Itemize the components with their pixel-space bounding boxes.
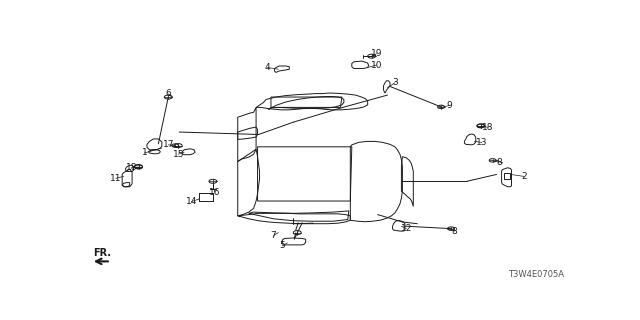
Text: 3: 3: [392, 78, 398, 87]
Text: T3W4E0705A: T3W4E0705A: [508, 270, 564, 279]
Text: 19: 19: [371, 49, 382, 58]
Text: 13: 13: [476, 138, 488, 147]
Text: FR.: FR.: [93, 248, 111, 258]
Text: 18: 18: [126, 163, 138, 172]
Text: 18: 18: [482, 123, 493, 132]
Text: 12: 12: [401, 224, 412, 233]
Text: 6: 6: [165, 89, 171, 98]
Text: 9: 9: [447, 101, 452, 110]
Text: 8: 8: [452, 227, 458, 236]
Text: 15: 15: [172, 150, 184, 159]
Text: 7: 7: [271, 231, 276, 240]
Text: 17: 17: [163, 140, 174, 149]
Text: 5: 5: [280, 241, 285, 250]
Text: 1: 1: [141, 148, 147, 157]
Text: 14: 14: [186, 197, 197, 206]
Text: 11: 11: [110, 174, 122, 183]
Text: 2: 2: [521, 172, 527, 181]
Text: 10: 10: [371, 60, 382, 69]
Text: 8: 8: [496, 157, 502, 167]
Text: 16: 16: [209, 188, 221, 197]
Text: 4: 4: [265, 63, 270, 72]
